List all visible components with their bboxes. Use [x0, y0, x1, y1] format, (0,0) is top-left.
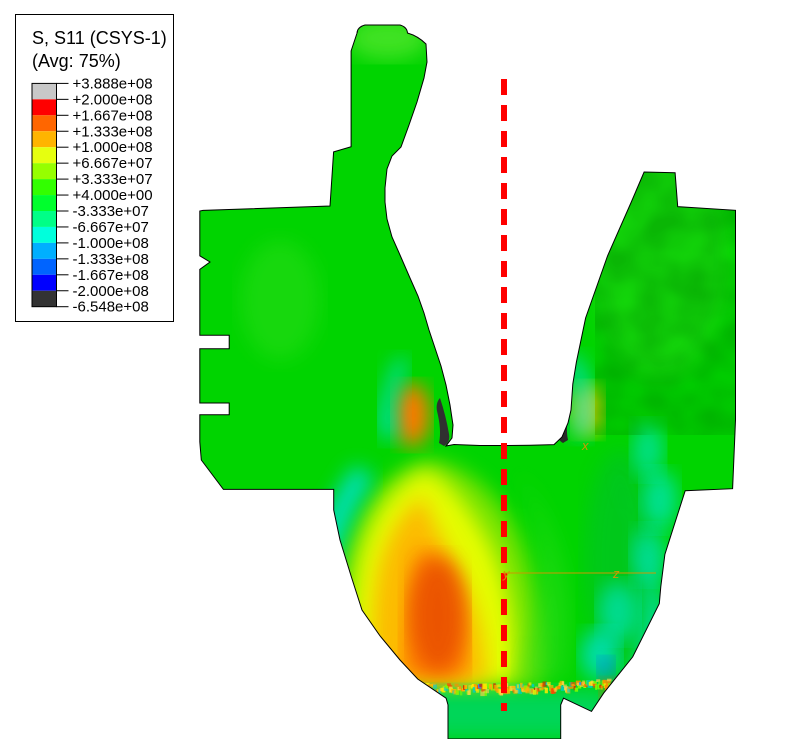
- svg-text:+4.000e+00: +4.000e+00: [73, 187, 153, 204]
- svg-text:-1.000e+08: -1.000e+08: [73, 235, 149, 252]
- svg-text:-6.667e+07: -6.667e+07: [73, 219, 149, 236]
- svg-text:+3.333e+07: +3.333e+07: [73, 171, 153, 188]
- svg-text:+6.667e+07: +6.667e+07: [73, 155, 153, 172]
- svg-text:-2.000e+08: -2.000e+08: [73, 283, 149, 300]
- svg-text:z: z: [612, 566, 620, 581]
- svg-text:-6.548e+08: -6.548e+08: [73, 299, 149, 316]
- svg-text:+3.888e+08: +3.888e+08: [73, 75, 153, 92]
- svg-text:+1.000e+08: +1.000e+08: [73, 139, 153, 156]
- svg-text:+1.333e+08: +1.333e+08: [73, 123, 153, 140]
- svg-text:-1.333e+08: -1.333e+08: [73, 251, 149, 268]
- svg-text:+1.667e+08: +1.667e+08: [73, 107, 153, 124]
- svg-text:-1.667e+08: -1.667e+08: [73, 267, 149, 284]
- svg-text:-3.333e+07: -3.333e+07: [73, 203, 149, 220]
- svg-text:x: x: [581, 438, 589, 453]
- svg-text:+2.000e+08: +2.000e+08: [73, 91, 153, 108]
